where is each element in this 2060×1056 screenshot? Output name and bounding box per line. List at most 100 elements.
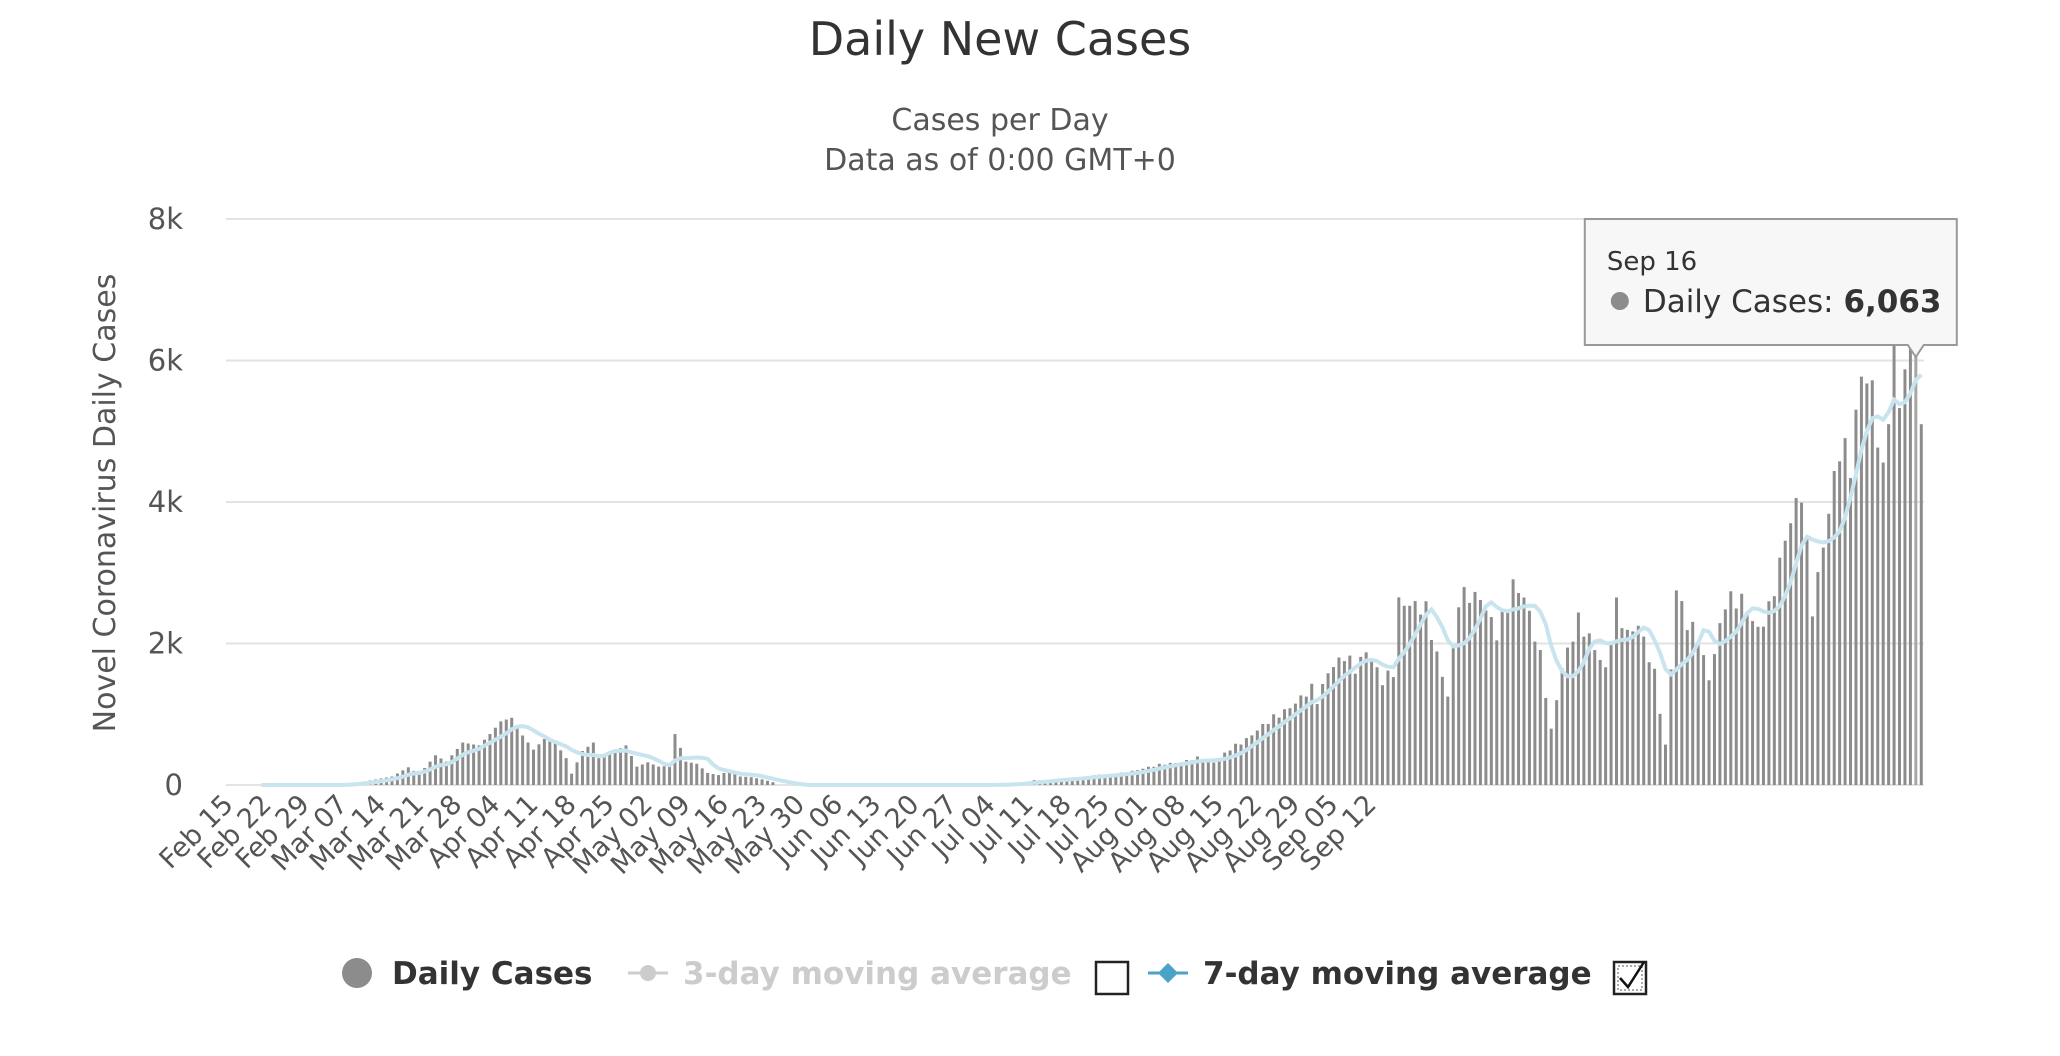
bar-daily-cases[interactable] (1217, 758, 1221, 785)
bar-daily-cases[interactable] (1201, 760, 1205, 785)
bar-daily-cases[interactable] (428, 761, 432, 785)
bar-daily-cases[interactable] (1168, 762, 1172, 785)
bar-daily-cases[interactable] (1854, 409, 1858, 785)
bar-daily-cases[interactable] (706, 772, 710, 785)
bar-daily-cases[interactable] (450, 755, 454, 785)
bar-daily-cases[interactable] (1435, 651, 1439, 785)
bar-daily-cases[interactable] (1288, 708, 1292, 785)
bar-daily-cases[interactable] (1136, 770, 1140, 785)
bar-daily-cases[interactable] (1919, 424, 1923, 785)
bar-daily-cases[interactable] (646, 762, 650, 785)
bar-daily-cases[interactable] (499, 721, 503, 785)
3day-average-checkbox[interactable] (1094, 960, 1130, 996)
bar-daily-cases[interactable] (1174, 763, 1178, 785)
bars-daily-cases[interactable] (341, 317, 1923, 786)
bar-daily-cases[interactable] (1740, 593, 1744, 785)
bar-daily-cases[interactable] (1206, 760, 1210, 785)
bar-daily-cases[interactable] (727, 770, 731, 785)
bar-daily-cases[interactable] (668, 765, 672, 785)
bar-daily-cases[interactable] (678, 747, 682, 785)
bar-daily-cases[interactable] (1440, 676, 1444, 785)
bar-daily-cases[interactable] (1250, 735, 1254, 785)
bar-daily-cases[interactable] (684, 761, 688, 785)
bar-daily-cases[interactable] (575, 762, 579, 785)
bar-daily-cases[interactable] (1348, 655, 1352, 785)
bar-daily-cases[interactable] (1478, 599, 1482, 785)
bar-daily-cases[interactable] (1321, 683, 1325, 785)
bar-daily-cases[interactable] (526, 742, 530, 785)
bar-daily-cases[interactable] (1179, 762, 1183, 785)
bar-daily-cases[interactable] (564, 758, 568, 785)
bar-daily-cases[interactable] (1370, 661, 1374, 785)
bar-daily-cases[interactable] (1669, 669, 1673, 785)
bar-daily-cases[interactable] (1293, 703, 1297, 785)
bar-daily-cases[interactable] (1723, 609, 1727, 785)
7day-average-checkbox[interactable] (1612, 960, 1648, 996)
bar-daily-cases[interactable] (1810, 616, 1814, 785)
bar-daily-cases[interactable] (1195, 756, 1199, 785)
bar-daily-cases[interactable] (1647, 662, 1651, 785)
bar-daily-cases[interactable] (1696, 643, 1700, 785)
bar-daily-cases[interactable] (1141, 768, 1145, 785)
bar-daily-cases[interactable] (1223, 752, 1227, 785)
bar-daily-cases[interactable] (580, 751, 584, 785)
bar-daily-cases[interactable] (1359, 656, 1363, 785)
bar-daily-cases[interactable] (1070, 777, 1074, 785)
bar-daily-cases[interactable] (477, 745, 481, 785)
bar-daily-cases[interactable] (1473, 591, 1477, 785)
bar-daily-cases[interactable] (619, 748, 623, 785)
bar-daily-cases[interactable] (1081, 776, 1085, 785)
bar-daily-cases[interactable] (1549, 728, 1553, 785)
bar-daily-cases[interactable] (695, 763, 699, 785)
bar-daily-cases[interactable] (542, 739, 546, 785)
bar-daily-cases[interactable] (423, 768, 427, 785)
bar-daily-cases[interactable] (1832, 471, 1836, 785)
bar-daily-cases[interactable] (591, 742, 595, 785)
bar-daily-cases[interactable] (1228, 750, 1232, 785)
bar-daily-cases[interactable] (1527, 610, 1531, 785)
bar-daily-cases[interactable] (1859, 376, 1863, 785)
bar-daily-cases[interactable] (570, 773, 574, 785)
bar-daily-cases[interactable] (461, 742, 465, 785)
bar-daily-cases[interactable] (1767, 601, 1771, 785)
bar-daily-cases[interactable] (1353, 673, 1357, 785)
bar-daily-cases[interactable] (1816, 572, 1820, 785)
legend-item-daily-cases[interactable]: Daily Cases (342, 956, 593, 992)
bar-daily-cases[interactable] (1103, 774, 1107, 785)
bar-daily-cases[interactable] (1560, 668, 1564, 785)
bar-daily-cases[interactable] (1691, 621, 1695, 785)
bar-daily-cases[interactable] (1702, 655, 1706, 785)
bar-daily-cases[interactable] (1604, 667, 1608, 785)
bar-daily-cases[interactable] (1451, 644, 1455, 785)
bar-daily-cases[interactable] (515, 726, 519, 785)
bar-daily-cases[interactable] (657, 766, 661, 785)
bar-daily-cases[interactable] (717, 775, 721, 785)
bar-daily-cases[interactable] (1712, 654, 1716, 785)
bar-daily-cases[interactable] (1914, 356, 1918, 785)
bar-daily-cases[interactable] (1364, 652, 1368, 785)
bar-daily-cases[interactable] (1794, 498, 1798, 785)
bar-daily-cases[interactable] (1892, 323, 1896, 785)
bar-daily-cases[interactable] (1609, 643, 1613, 785)
bar-daily-cases[interactable] (510, 717, 514, 785)
bar-daily-cases[interactable] (1097, 774, 1101, 785)
bar-daily-cases[interactable] (1108, 774, 1112, 785)
bar-daily-cases[interactable] (472, 744, 476, 785)
bar-daily-cases[interactable] (1636, 625, 1640, 785)
bar-daily-cases[interactable] (1827, 513, 1831, 785)
bar-daily-cases[interactable] (1544, 697, 1548, 785)
bar-daily-cases[interactable] (1903, 369, 1907, 785)
bar-daily-cases[interactable] (521, 735, 525, 785)
bar-daily-cases[interactable] (1152, 766, 1156, 785)
bar-daily-cases[interactable] (1076, 777, 1080, 785)
bar-daily-cases[interactable] (1239, 744, 1243, 785)
bar-daily-cases[interactable] (760, 779, 764, 785)
bar-daily-cases[interactable] (1484, 610, 1488, 785)
bar-daily-cases[interactable] (711, 774, 715, 785)
bar-daily-cases[interactable] (733, 773, 737, 785)
bar-daily-cases[interactable] (1212, 762, 1216, 785)
bar-daily-cases[interactable] (640, 764, 644, 785)
bar-daily-cases[interactable] (1663, 744, 1667, 785)
bar-daily-cases[interactable] (1734, 608, 1738, 785)
bar-daily-cases[interactable] (1391, 677, 1395, 785)
